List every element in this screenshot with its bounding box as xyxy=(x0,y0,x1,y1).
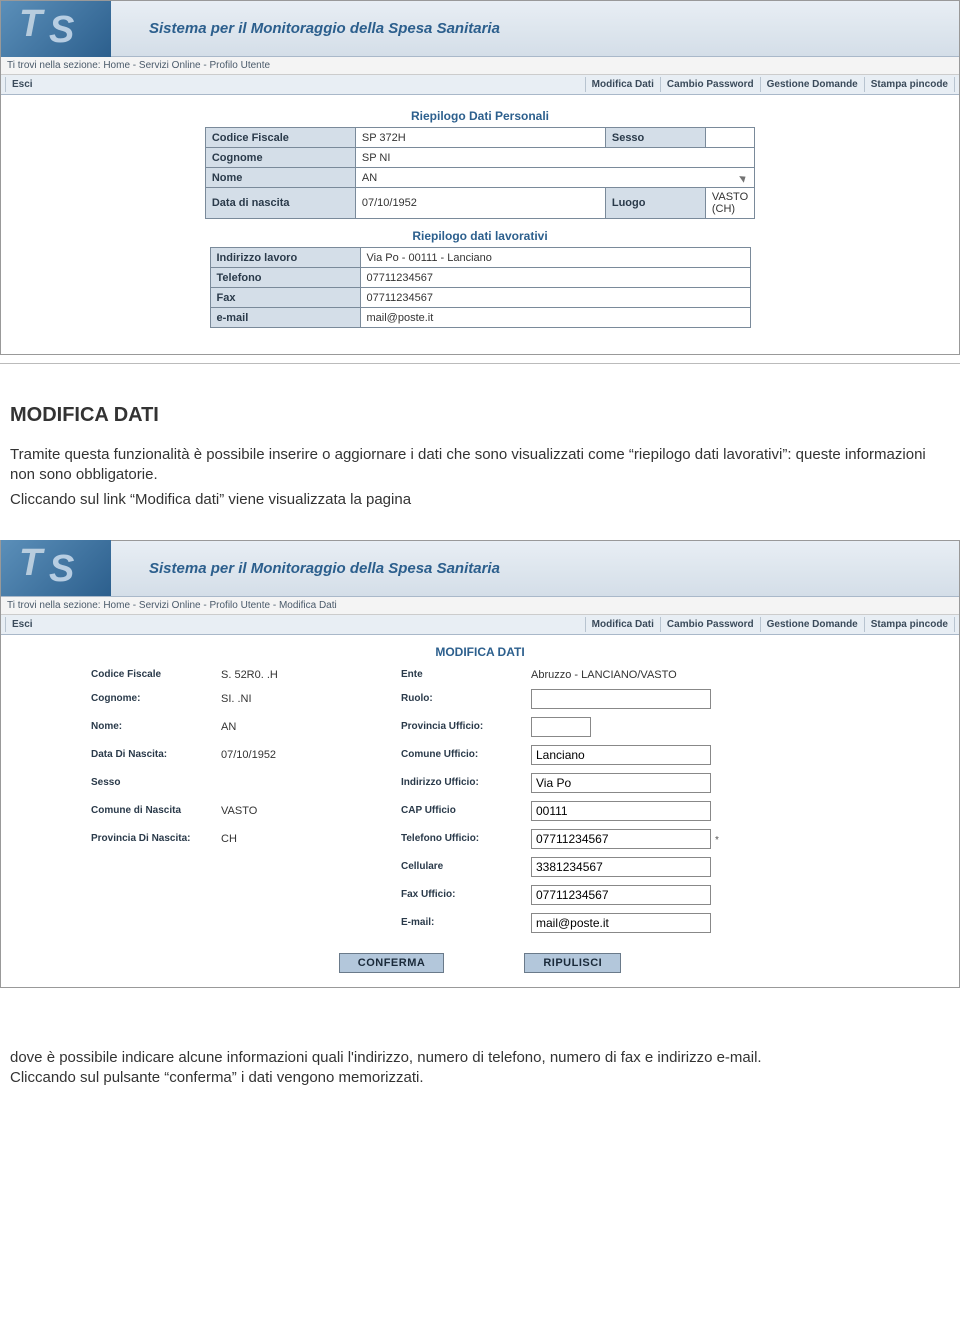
sesso-label-2: Sesso xyxy=(91,777,211,788)
app-window-modifica: T S Sistema per il Monitoraggio della Sp… xyxy=(0,540,960,988)
cellulare-label: Cellulare xyxy=(401,861,521,872)
sesso-label: Sesso xyxy=(605,128,705,148)
luogo-label: Luogo xyxy=(605,188,705,219)
cognome-label: Cognome xyxy=(205,148,355,168)
ente-label: Ente xyxy=(401,669,521,680)
doc-paragraph-4: Cliccando sul pulsante “conferma” i dati… xyxy=(10,1068,950,1088)
nome-value-2: AN xyxy=(221,721,391,733)
cellulare-input[interactable] xyxy=(531,857,711,877)
logo-letter-t: T xyxy=(19,3,42,46)
divider xyxy=(0,363,960,364)
esci-link-2[interactable]: Esci xyxy=(5,617,39,632)
email-label: e-mail xyxy=(210,308,360,328)
cognome-value-2: SI. .NI xyxy=(221,693,391,705)
doc-paragraph-3: dove è possibile indicare alcune informa… xyxy=(10,1048,950,1068)
stampa-pincode-link[interactable]: Stampa pincode xyxy=(864,77,955,92)
indirizzo-lavoro-label: Indirizzo lavoro xyxy=(210,248,360,268)
modifica-dati-link-2[interactable]: Modifica Dati xyxy=(585,617,660,632)
fax-uff-label: Fax Ufficio: xyxy=(401,889,521,900)
table-dati-personali: Codice Fiscale SP​ 372H Sesso Cognome SP… xyxy=(205,127,755,219)
cambio-password-link-2[interactable]: Cambio Password xyxy=(660,617,760,632)
data-value-2: 07/10/1952 xyxy=(221,749,391,761)
fax-label: Fax xyxy=(210,288,360,308)
gestione-domande-link[interactable]: Gestione Domande xyxy=(760,77,864,92)
nome-label: Nome xyxy=(205,168,355,188)
fax-uff-input[interactable] xyxy=(531,885,711,905)
codice-fiscale-label: Codice Fiscale xyxy=(205,128,355,148)
tel-uff-input[interactable] xyxy=(531,829,711,849)
cap-uff-label: CAP Ufficio xyxy=(401,805,521,816)
nome-value: AN xyxy=(355,168,754,188)
cognome-label-2: Cognome: xyxy=(91,693,211,704)
app-header: T S Sistema per il Monitoraggio della Sp… xyxy=(1,1,959,57)
cap-uff-input[interactable] xyxy=(531,801,711,821)
table-dati-lavorativi: Indirizzo lavoro Via Po - 00111 - Lancia… xyxy=(210,247,751,328)
data-nascita-label: Data di nascita xyxy=(205,188,355,219)
cambio-password-link[interactable]: Cambio Password xyxy=(660,77,760,92)
comune-uff-input[interactable] xyxy=(531,745,711,765)
prov-nascita-label: Provincia Di Nascita: xyxy=(91,833,211,844)
doc-paragraph-2: Cliccando sul link “Modifica dati” viene… xyxy=(10,490,950,510)
telefono-value: 07711234567 xyxy=(360,268,750,288)
doc-paragraph-1: Tramite questa funzionalità è possibile … xyxy=(10,445,950,486)
tel-uff-label: Telefono Ufficio: xyxy=(401,833,521,844)
app-window-riepilogo: T S Sistema per il Monitoraggio della Sp… xyxy=(0,0,960,355)
toolbar-2: Esci Modifica Dati Cambio Password Gesti… xyxy=(1,615,959,635)
prov-uff-label: Provincia Ufficio: xyxy=(401,721,521,732)
logo-letter-s: S xyxy=(49,9,74,52)
prov-uff-input[interactable] xyxy=(531,717,591,737)
telefono-label: Telefono xyxy=(210,268,360,288)
doc-section-modifica-dati: MODIFICA DATI Tramite questa funzionalit… xyxy=(10,404,950,510)
app-title-2: Sistema per il Monitoraggio della Spesa … xyxy=(149,560,500,577)
esci-link[interactable]: Esci xyxy=(5,77,39,92)
app-header-2: T S Sistema per il Monitoraggio della Sp… xyxy=(1,541,959,597)
stampa-pincode-link-2[interactable]: Stampa pincode xyxy=(864,617,955,632)
nome-label-2: Nome: xyxy=(91,721,211,732)
toolbar: Esci Modifica Dati Cambio Password Gesti… xyxy=(1,75,959,95)
conferma-button[interactable]: CONFERMA xyxy=(339,953,445,973)
modifica-dati-link[interactable]: Modifica Dati xyxy=(585,77,660,92)
cognome-value: SP NI xyxy=(355,148,754,168)
form-title: MODIFICA DATI xyxy=(1,645,959,659)
codice-fiscale-value: SP​ 372H xyxy=(355,128,605,148)
indirizzo-uff-label: Indirizzo Ufficio: xyxy=(401,777,521,788)
section-title-personali: Riepilogo Dati Personali xyxy=(5,109,955,123)
email-label-2: E-mail: xyxy=(401,917,521,928)
cf-value: S. 52R0. .H xyxy=(221,669,391,681)
modifica-form: Codice Fiscale S. 52R0. .H Ente Abruzzo … xyxy=(1,663,959,943)
button-row: CONFERMA RIPULISCI xyxy=(1,943,959,987)
ripulisci-button[interactable]: RIPULISCI xyxy=(524,953,621,973)
comune-nascita-label: Comune di Nascita xyxy=(91,805,211,816)
logo-letter-s-2: S xyxy=(49,548,74,591)
ruolo-label: Ruolo: xyxy=(401,693,521,704)
indirizzo-lavoro-value: Via Po - 00111 - Lanciano xyxy=(360,248,750,268)
app-title: Sistema per il Monitoraggio della Spesa … xyxy=(149,20,500,37)
email-value: mail@poste.it xyxy=(360,308,750,328)
luogo-value: VASTO (CH) xyxy=(705,188,754,219)
comune-nascita-value: VASTO xyxy=(221,805,391,817)
breadcrumb: Ti trovi nella sezione: Home - Servizi O… xyxy=(1,57,959,75)
breadcrumb-2: Ti trovi nella sezione: Home - Servizi O… xyxy=(1,597,959,615)
ts-logo: T S xyxy=(1,1,111,57)
data-nascita-value: 07/10/1952 xyxy=(355,188,605,219)
gestione-domande-link-2[interactable]: Gestione Domande xyxy=(760,617,864,632)
fax-value: 07711234567 xyxy=(360,288,750,308)
doc-heading: MODIFICA DATI xyxy=(10,404,950,427)
logo-letter-t-2: T xyxy=(19,542,42,585)
indirizzo-uff-input[interactable] xyxy=(531,773,711,793)
ts-logo-2: T S xyxy=(1,540,111,596)
ente-value: Abruzzo - LANCIANO/VASTO xyxy=(531,669,761,681)
cf-label: Codice Fiscale xyxy=(91,669,211,680)
ruolo-input[interactable] xyxy=(531,689,711,709)
sesso-value xyxy=(705,128,754,148)
email-input[interactable] xyxy=(531,913,711,933)
doc-section-footer: dove è possibile indicare alcune informa… xyxy=(10,1048,950,1089)
comune-uff-label: Comune Ufficio: xyxy=(401,749,521,760)
section-title-lavorativi: Riepilogo dati lavorativi xyxy=(5,229,955,243)
data-label-2: Data Di Nascita: xyxy=(91,749,211,760)
required-mark: * xyxy=(715,835,719,846)
prov-nascita-value: CH xyxy=(221,833,391,845)
content-area: Riepilogo Dati Personali Codice Fiscale … xyxy=(1,95,959,354)
